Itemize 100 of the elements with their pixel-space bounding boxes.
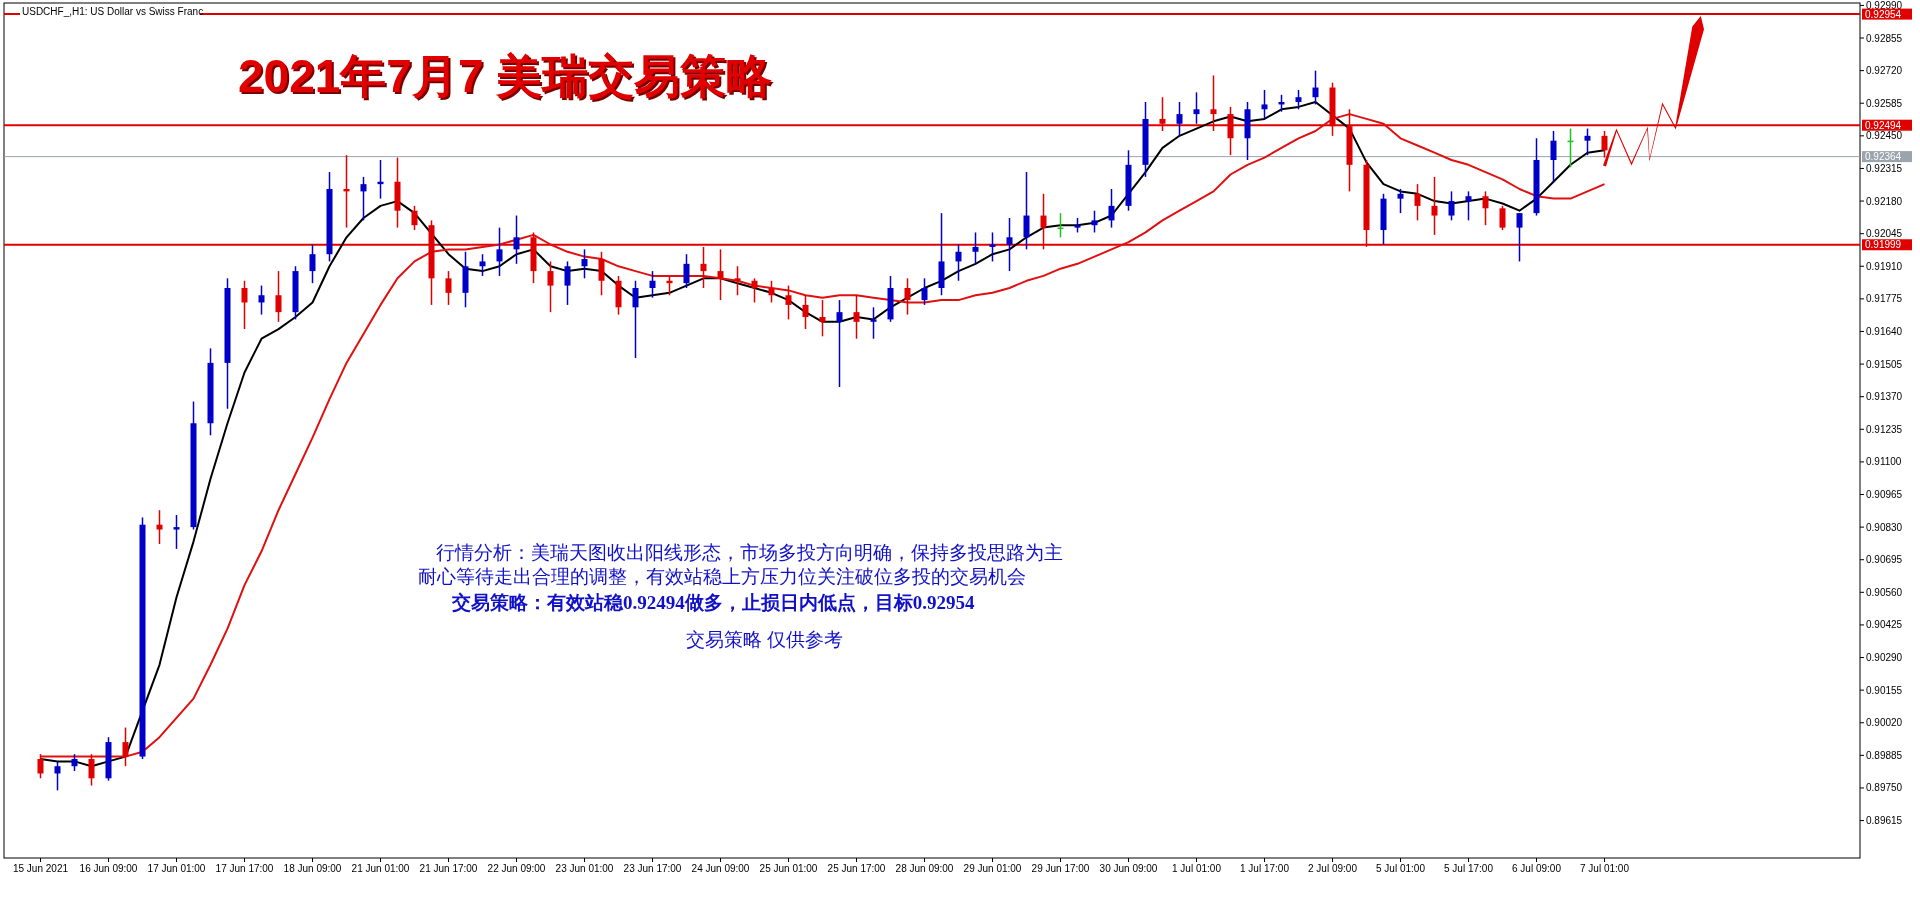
candlestick: [173, 514, 180, 550]
candlestick: [1108, 188, 1115, 229]
x-tick-label: 29 Jun 01:00: [963, 863, 1022, 874]
x-tick-label: 30 Jun 09:00: [1099, 863, 1158, 874]
y-tick-label: 0.89885: [1866, 749, 1903, 761]
candlestick: [156, 509, 163, 545]
x-tick-label: 25 Jun 01:00: [759, 863, 818, 874]
candlestick: [241, 280, 248, 330]
x-tick-label: 23 Jun 01:00: [555, 863, 614, 874]
y-tick-label: 0.92180: [1866, 195, 1903, 207]
candlestick: [258, 284, 265, 316]
x-tick-label: 16 Jun 09:00: [79, 863, 138, 874]
candlestick: [275, 270, 282, 323]
x-tick-label: 29 Jun 17:00: [1031, 863, 1090, 874]
y-tick-label: 0.92315: [1866, 162, 1903, 174]
annotation: 交易策略 仅供参考: [686, 629, 843, 650]
candlestick: [632, 280, 639, 359]
candlestick: [802, 294, 809, 330]
ref-line-label: 0.92954: [1865, 8, 1902, 20]
y-tick-label: 0.92855: [1866, 32, 1903, 44]
candlestick: [54, 760, 61, 792]
y-tick-label: 0.91370: [1866, 391, 1903, 403]
candlestick: [309, 243, 316, 284]
annotation: 交易策略：有效站稳0.92494做多，止损日内低点，目标0.92954: [451, 592, 975, 613]
candlestick: [1448, 190, 1455, 222]
ref-line-label: 0.92494: [1865, 119, 1902, 131]
candlestick: [1465, 190, 1472, 222]
ref-line-label: 0.92364: [1865, 151, 1902, 163]
x-tick-label: 1 Jul 17:00: [1240, 863, 1290, 874]
candlestick: [1193, 91, 1200, 125]
x-tick-label: 5 Jul 01:00: [1376, 863, 1426, 874]
candlestick: [1261, 89, 1268, 120]
candlestick: [1176, 101, 1183, 137]
x-tick-label: 2 Jul 09:00: [1308, 863, 1358, 874]
y-tick-label: 0.92720: [1866, 65, 1903, 77]
y-tick-label: 0.89750: [1866, 782, 1903, 794]
x-tick-label: 17 Jun 01:00: [147, 863, 206, 874]
candlestick: [785, 284, 792, 321]
annotation: 耐心等待走出合理的调整，有效站稳上方压力位关注破位多投的交易机会: [418, 566, 1026, 587]
y-tick-label: 0.90020: [1866, 717, 1903, 729]
x-tick-label: 18 Jun 09:00: [283, 863, 342, 874]
x-tick-label: 1 Jul 01:00: [1172, 863, 1222, 874]
candlestick: [1431, 176, 1438, 236]
candlestick: [717, 248, 724, 301]
y-tick-label: 0.90965: [1866, 489, 1903, 500]
text: 2021年7月7 美瑞交易策略: [240, 52, 775, 104]
candlestick: [1091, 209, 1098, 234]
ref-line-label: 0.91999: [1865, 239, 1902, 251]
candlestick: [955, 243, 962, 282]
x-tick-label: 21 Jun 01:00: [351, 863, 410, 874]
y-tick-label: 0.92045: [1866, 228, 1903, 240]
candlestick: [819, 299, 826, 338]
candlestick: [683, 253, 690, 289]
candlestick: [768, 280, 775, 304]
candlestick: [751, 277, 758, 304]
candlestick: [1584, 127, 1591, 156]
y-tick-label: 0.90155: [1866, 684, 1903, 696]
x-tick-label: 28 Jun 09:00: [895, 863, 954, 874]
candlestick: [1006, 217, 1013, 272]
y-tick-label: 0.90560: [1866, 586, 1903, 598]
x-tick-label: 17 Jun 17:00: [215, 863, 274, 874]
x-tick-label: 23 Jun 17:00: [623, 863, 682, 874]
candlestick: [513, 214, 520, 265]
candlestick: [88, 753, 95, 787]
y-tick-label: 0.89615: [1866, 815, 1903, 827]
candlestick: [564, 260, 571, 306]
candlestick: [598, 251, 605, 296]
y-tick-label: 0.91775: [1866, 293, 1903, 305]
y-tick-label: 0.90830: [1866, 521, 1903, 533]
candlestick: [649, 270, 656, 299]
candlestick: [360, 176, 367, 222]
y-tick-label: 0.92450: [1866, 130, 1903, 142]
candlestick: [836, 299, 843, 388]
candlestick: [1550, 130, 1557, 183]
candlestick: [1499, 205, 1506, 231]
candlestick: [921, 277, 928, 306]
candlestick: [411, 205, 418, 231]
y-tick-label: 0.91100: [1866, 456, 1902, 468]
candlestick: [1023, 171, 1030, 251]
chart-subtitle: USDCHF_,H1: US Dollar vs Swiss Franc: [22, 6, 204, 17]
y-tick-label: 0.90695: [1866, 554, 1903, 566]
candlestick: [870, 306, 877, 340]
candlestick: [122, 726, 129, 767]
candlestick: [1397, 188, 1404, 214]
candlestick: [37, 753, 44, 780]
x-tick-label: 22 Jun 09:00: [487, 863, 546, 874]
y-tick-label: 0.92990: [1866, 0, 1903, 11]
candlestick: [1312, 69, 1319, 106]
candlestick: [853, 294, 860, 340]
candlestick: [1414, 183, 1421, 222]
x-tick-label: 15 Jun 2021: [12, 863, 69, 874]
x-tick-label: 25 Jun 17:00: [827, 863, 886, 874]
y-tick-label: 0.91640: [1866, 325, 1903, 337]
y-tick-label: 0.90425: [1866, 619, 1903, 631]
x-tick-label: 5 Jul 17:00: [1444, 863, 1494, 874]
candlestick: [547, 260, 554, 313]
candlestick: [1295, 89, 1302, 111]
candlestick: [445, 270, 452, 306]
x-tick-label: 21 Jun 17:00: [419, 863, 478, 874]
candlestick: [734, 265, 741, 296]
